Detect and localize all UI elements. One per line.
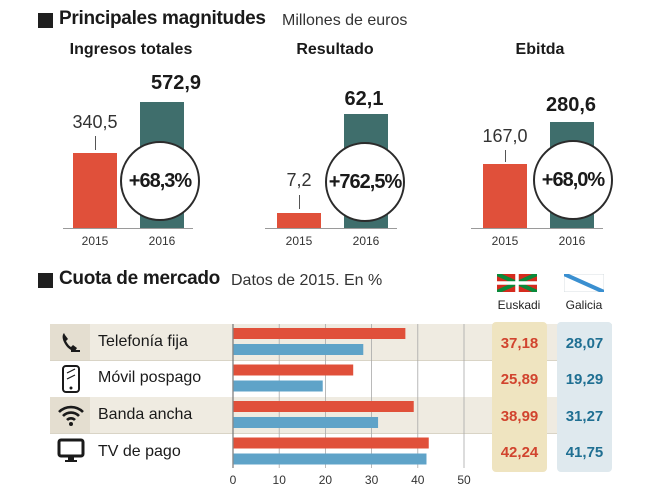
panel-title-resultado: Resultado: [296, 41, 374, 58]
section-title-magnitudes: Principales magnitudes: [59, 8, 266, 29]
bar-galicia: [233, 417, 379, 428]
legend-galicia: Galicia: [565, 298, 603, 312]
bar-ingresos-2015: [73, 153, 117, 228]
galicia-column: [557, 322, 612, 472]
euskadi-value: 38,99: [500, 408, 539, 425]
phone-icon: [62, 333, 80, 352]
row-label-movil: Móvil pospago: [98, 369, 202, 386]
legend-euskadi: Euskadi: [497, 298, 541, 312]
bar-resultado-2015: [277, 213, 321, 228]
change-circle-resultado: +762,5%: [325, 142, 405, 222]
section-marker: [38, 13, 53, 28]
euskadi-value: 37,18: [500, 335, 539, 352]
value-2016-ebitda: 280,6: [545, 94, 597, 116]
tick-resultado: [299, 195, 300, 209]
value-2015-ebitda: 167,0: [482, 126, 528, 146]
euskadi-column: [492, 322, 547, 472]
bar-euskadi: [233, 401, 414, 412]
bar-ebitda-2015: [483, 164, 527, 228]
year-label: 2016: [352, 234, 380, 248]
bar-galicia: [233, 344, 364, 355]
row-label-tv: TV de pago: [98, 443, 181, 460]
bar-euskadi: [233, 328, 406, 339]
row-label-banda: Banda ancha: [98, 406, 193, 423]
icon-cell: [50, 324, 90, 360]
euskadi-value: 25,89: [500, 371, 539, 388]
euskadi-value: 42,24: [500, 444, 539, 461]
wifi-icon: [58, 405, 84, 426]
baseline-ingresos: [63, 228, 193, 229]
galicia-value: 28,07: [565, 335, 604, 352]
panel-title-ingresos: Ingresos totales: [69, 41, 193, 58]
galicia-value: 31,27: [565, 408, 604, 425]
mobile-icon: [62, 365, 80, 393]
value-2016-resultado: 62,1: [344, 88, 384, 110]
x-tick-label: 30: [365, 473, 379, 487]
x-tick-label: 20: [319, 473, 333, 487]
year-label: 2015: [491, 234, 519, 248]
value-2015-ingresos: 340,5: [72, 112, 118, 132]
galician-flag-icon: [564, 274, 604, 292]
basque-flag-icon: [497, 274, 537, 292]
x-tick-label: 40: [411, 473, 425, 487]
bar-galicia: [233, 380, 323, 392]
baseline-ebitda: [471, 228, 603, 229]
row-separator: [50, 433, 612, 434]
tick-ebitda: [505, 150, 506, 162]
row-separator: [50, 360, 612, 361]
section-subtitle-magnitudes: Millones de euros: [282, 12, 408, 29]
section-subtitle-cuota: Datos de 2015. En %: [231, 272, 383, 289]
section-marker: [38, 273, 53, 288]
tv-icon: [57, 438, 85, 462]
baseline-resultado: [265, 228, 397, 229]
icon-cell: [50, 397, 90, 433]
galicia-value: 41,75: [565, 444, 604, 461]
year-label: 2016: [558, 234, 586, 248]
galicia-value: 19,29: [565, 371, 604, 388]
change-circle-ebitda: +68,0%: [533, 140, 613, 220]
x-tick-label: 50: [457, 473, 471, 487]
tick-ingresos: [95, 136, 96, 150]
value-2016-ingresos: 572,9: [150, 72, 202, 94]
year-label: 2015: [81, 234, 109, 248]
bar-galicia: [233, 453, 427, 465]
panel-title-ebitda: Ebitda: [515, 41, 565, 58]
year-label: 2016: [148, 234, 176, 248]
value-2015-resultado: 7,2: [286, 170, 312, 190]
change-circle-ingresos: +68,3%: [120, 141, 200, 221]
bar-euskadi: [233, 437, 429, 449]
year-label: 2015: [285, 234, 313, 248]
market-share-chart: 0 10 20 30 40 50: [230, 324, 471, 487]
section-title-cuota: Cuota de mercado: [59, 268, 220, 289]
row-label-telefonia: Telefonía fija: [98, 333, 188, 350]
x-tick-label: 10: [273, 473, 287, 487]
bar-euskadi: [233, 364, 354, 376]
x-tick-label: 0: [230, 473, 237, 487]
